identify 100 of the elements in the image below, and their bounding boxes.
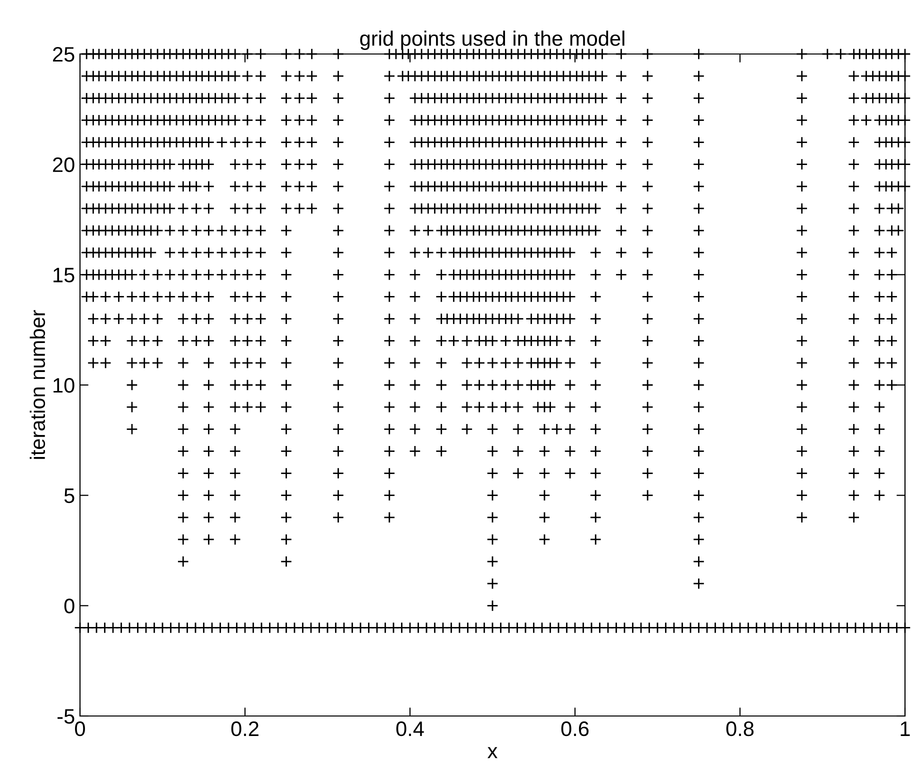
point <box>436 246 448 258</box>
point <box>384 268 396 281</box>
point <box>512 445 524 458</box>
point <box>796 445 808 458</box>
point <box>254 357 267 369</box>
point <box>590 290 602 303</box>
point <box>642 290 654 303</box>
point <box>692 312 705 325</box>
point <box>692 489 705 502</box>
point <box>692 290 705 303</box>
y-axis-title: iteration number <box>30 310 46 459</box>
point <box>512 467 524 480</box>
point <box>796 423 808 435</box>
point <box>564 290 576 303</box>
point <box>138 268 150 281</box>
point <box>190 224 202 236</box>
point <box>229 224 241 236</box>
point <box>692 467 705 480</box>
point <box>590 512 602 524</box>
point <box>538 512 550 524</box>
point <box>202 423 215 435</box>
point <box>500 335 512 347</box>
point <box>692 445 705 458</box>
point <box>280 489 292 502</box>
point <box>202 467 215 480</box>
point <box>254 290 267 303</box>
point <box>615 246 628 258</box>
point <box>229 401 241 413</box>
point <box>590 445 602 458</box>
point <box>692 578 705 590</box>
point <box>461 379 473 391</box>
point <box>874 379 886 391</box>
point <box>332 357 344 369</box>
point <box>564 379 576 391</box>
point <box>461 401 473 413</box>
point <box>848 312 860 325</box>
point <box>242 401 254 413</box>
point <box>551 357 563 369</box>
point <box>796 246 808 258</box>
x-tick-label: 0.8 <box>726 721 754 736</box>
point <box>461 423 473 435</box>
point <box>422 224 434 236</box>
point <box>254 224 267 236</box>
point <box>138 335 150 347</box>
point <box>100 335 112 347</box>
point <box>216 268 228 281</box>
point <box>538 445 550 458</box>
point <box>642 224 654 236</box>
point <box>564 312 576 325</box>
point <box>692 401 705 413</box>
chart-title: grid points used in the model <box>360 30 624 50</box>
point <box>332 512 344 524</box>
point <box>332 489 344 502</box>
point <box>202 512 215 524</box>
point <box>473 379 486 391</box>
point <box>692 423 705 435</box>
point <box>874 357 886 369</box>
point <box>512 379 524 391</box>
point <box>177 534 189 546</box>
y-tick-label: -5 <box>58 709 74 724</box>
point <box>202 224 215 236</box>
point <box>152 290 164 303</box>
point <box>551 335 563 347</box>
point <box>126 357 138 369</box>
point <box>229 290 241 303</box>
point <box>332 335 344 347</box>
point <box>874 445 886 458</box>
point <box>280 268 292 281</box>
point <box>384 423 396 435</box>
point <box>145 246 157 258</box>
point <box>486 512 498 524</box>
point <box>177 556 189 568</box>
point <box>436 335 448 347</box>
point <box>177 290 189 303</box>
point <box>590 246 602 258</box>
point <box>642 246 654 258</box>
point <box>590 224 602 236</box>
point <box>409 423 421 435</box>
x-tick-label: 0 <box>75 721 85 736</box>
point <box>280 401 292 413</box>
point <box>436 268 448 281</box>
point <box>242 312 254 325</box>
point <box>538 467 550 480</box>
point <box>538 423 550 435</box>
point <box>886 268 898 281</box>
point <box>642 335 654 347</box>
point <box>538 489 550 502</box>
point <box>384 335 396 347</box>
point <box>177 379 189 391</box>
point <box>280 246 292 258</box>
point <box>384 379 396 391</box>
point <box>642 489 654 502</box>
point <box>642 357 654 369</box>
point <box>564 268 576 281</box>
point <box>796 290 808 303</box>
point <box>564 246 576 258</box>
point <box>280 512 292 524</box>
point <box>229 312 241 325</box>
point <box>384 401 396 413</box>
point <box>202 312 215 325</box>
